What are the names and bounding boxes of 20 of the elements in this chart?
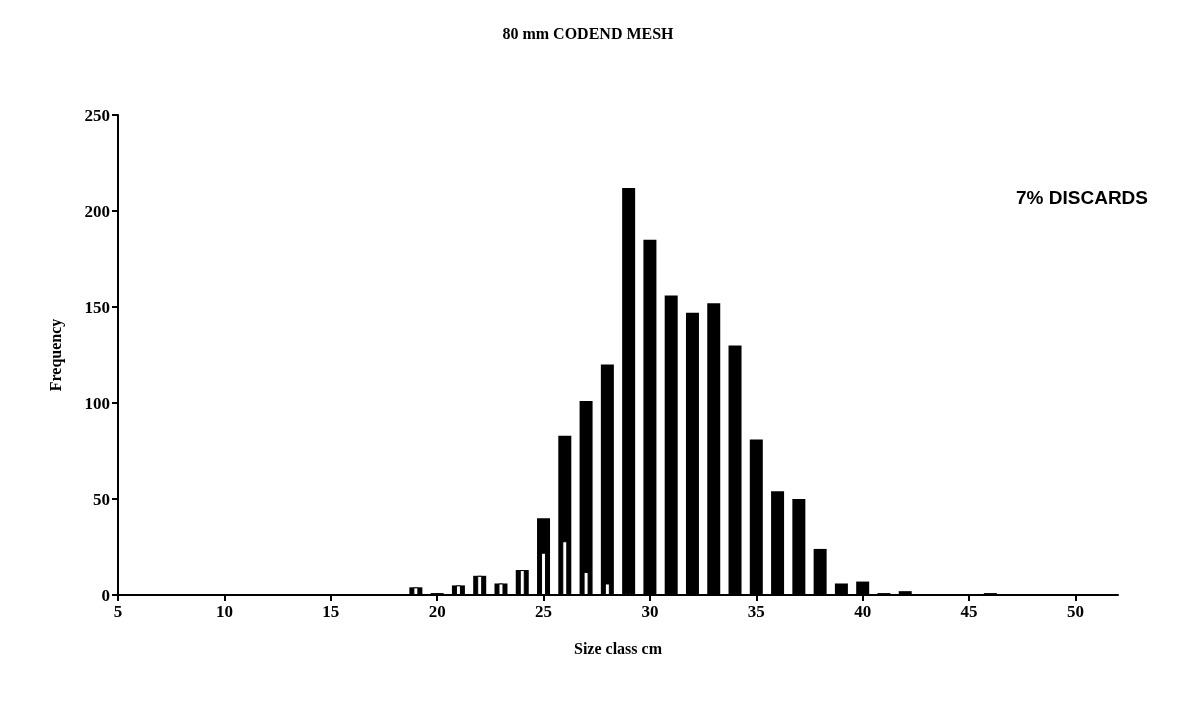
annotation: 7% DISCARDS (1016, 187, 1149, 208)
x-tick-label: 40 (854, 602, 872, 621)
x-tick-label: 35 (747, 602, 765, 621)
y-tick-label: 150 (84, 297, 110, 317)
x-axis-title: Size class cm (574, 639, 663, 657)
y-tick-label: 100 (84, 393, 110, 413)
x-tick-label: 20 (428, 602, 446, 621)
x-tick-label: 50 (1066, 602, 1084, 621)
y-tick-label: 0 (101, 585, 110, 605)
x-tick-label: 5 (113, 602, 123, 621)
x-tick-label: 25 (535, 602, 553, 621)
chart-title: 80 mm CODEND MESH (502, 24, 675, 42)
y-tick-label: 250 (84, 105, 110, 125)
y-tick-label: 50 (93, 489, 110, 509)
y-tick-label: 200 (84, 201, 110, 221)
x-tick-label: 30 (641, 602, 659, 621)
x-tick-label: 15 (322, 602, 340, 621)
y-axis-title: Frequency (46, 318, 65, 392)
x-tick-label: 45 (960, 602, 978, 621)
x-tick-label: 10 (215, 602, 233, 621)
